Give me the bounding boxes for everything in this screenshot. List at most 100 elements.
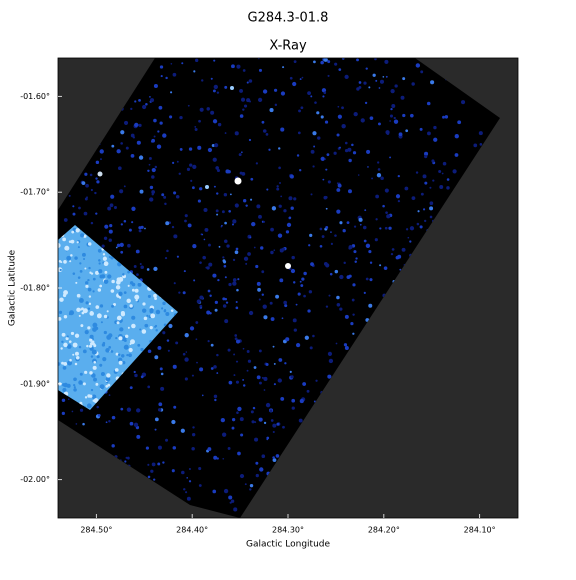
speckle [199,304,203,308]
speckle [90,221,94,225]
speckle [300,284,304,287]
speckle [136,273,139,276]
speckle [319,227,323,231]
speckle [248,138,252,142]
speckle [154,297,158,300]
speckle [85,183,89,188]
speckle [298,418,303,423]
speckle [151,462,156,467]
speckle [80,324,84,328]
speckle [235,300,238,304]
speckle [234,250,239,255]
speckle [178,172,181,175]
speckle [398,132,403,137]
speckle [210,367,214,370]
speckle [279,278,284,283]
speckle [275,294,280,299]
speckle [379,227,382,230]
speckle [171,469,175,473]
speckle [176,160,179,163]
speckle [138,226,142,230]
speckle [217,278,220,282]
speckle [181,470,185,475]
speckle [337,114,342,119]
speckle [115,352,119,356]
speckle [433,137,438,142]
speckle [344,345,349,350]
speckle [245,262,248,265]
speckle [301,76,304,79]
speckle [352,283,356,287]
speckle [335,342,338,345]
speckle [296,154,300,157]
speckle [270,250,274,255]
speckle [224,132,227,134]
speckle [214,308,218,312]
speckle [151,175,155,179]
speckle [85,284,89,288]
speckle [353,250,357,254]
speckle [90,188,93,192]
speckle [209,294,212,297]
speckle [62,366,67,370]
speckle [215,209,219,213]
speckle [224,85,228,89]
speckle [99,384,105,390]
speckle [68,312,72,316]
point-sources [97,86,291,269]
speckle [147,294,151,298]
speckle [254,421,257,424]
speckle [363,239,367,243]
speckle [170,91,173,94]
speckle [299,169,302,172]
speckle [429,186,432,189]
speckle [171,419,176,425]
speckle [184,333,189,338]
y-tick-label: -01.80° [20,284,50,293]
speckle [76,241,79,244]
speckle [72,342,78,348]
speckle [151,138,156,143]
speckle [379,264,382,267]
speckle [79,270,83,273]
speckle [128,353,132,358]
speckle [263,421,267,425]
y-tick-label: -02.00° [20,475,50,484]
speckle [87,326,91,330]
speckle [119,296,122,299]
speckle [157,130,160,133]
speckle [355,257,358,260]
speckle [122,273,125,276]
speckle [293,60,297,64]
speckle [153,83,158,89]
speckle [324,120,329,124]
speckle [222,457,225,460]
speckle [365,67,368,70]
speckle [399,268,402,271]
speckle [114,368,119,372]
speckle [242,108,245,111]
speckle [84,267,87,270]
speckle [186,496,191,501]
speckle [202,255,206,260]
speckle [405,228,409,231]
speckle [242,347,245,350]
speckle [108,394,111,397]
speckle [123,120,129,125]
speckle [81,311,85,315]
speckle [203,238,206,241]
speckle [119,242,124,247]
speckle [351,298,355,302]
speckle [304,335,309,340]
speckle [353,112,358,117]
speckle [82,308,88,314]
y-tick-label: -01.90° [20,379,50,388]
speckle [320,156,325,161]
speckle [192,244,197,249]
speckle [369,116,374,121]
speckle [301,277,305,281]
speckle [128,347,133,353]
speckle [59,268,62,272]
speckle [388,226,392,230]
speckle [105,376,111,382]
